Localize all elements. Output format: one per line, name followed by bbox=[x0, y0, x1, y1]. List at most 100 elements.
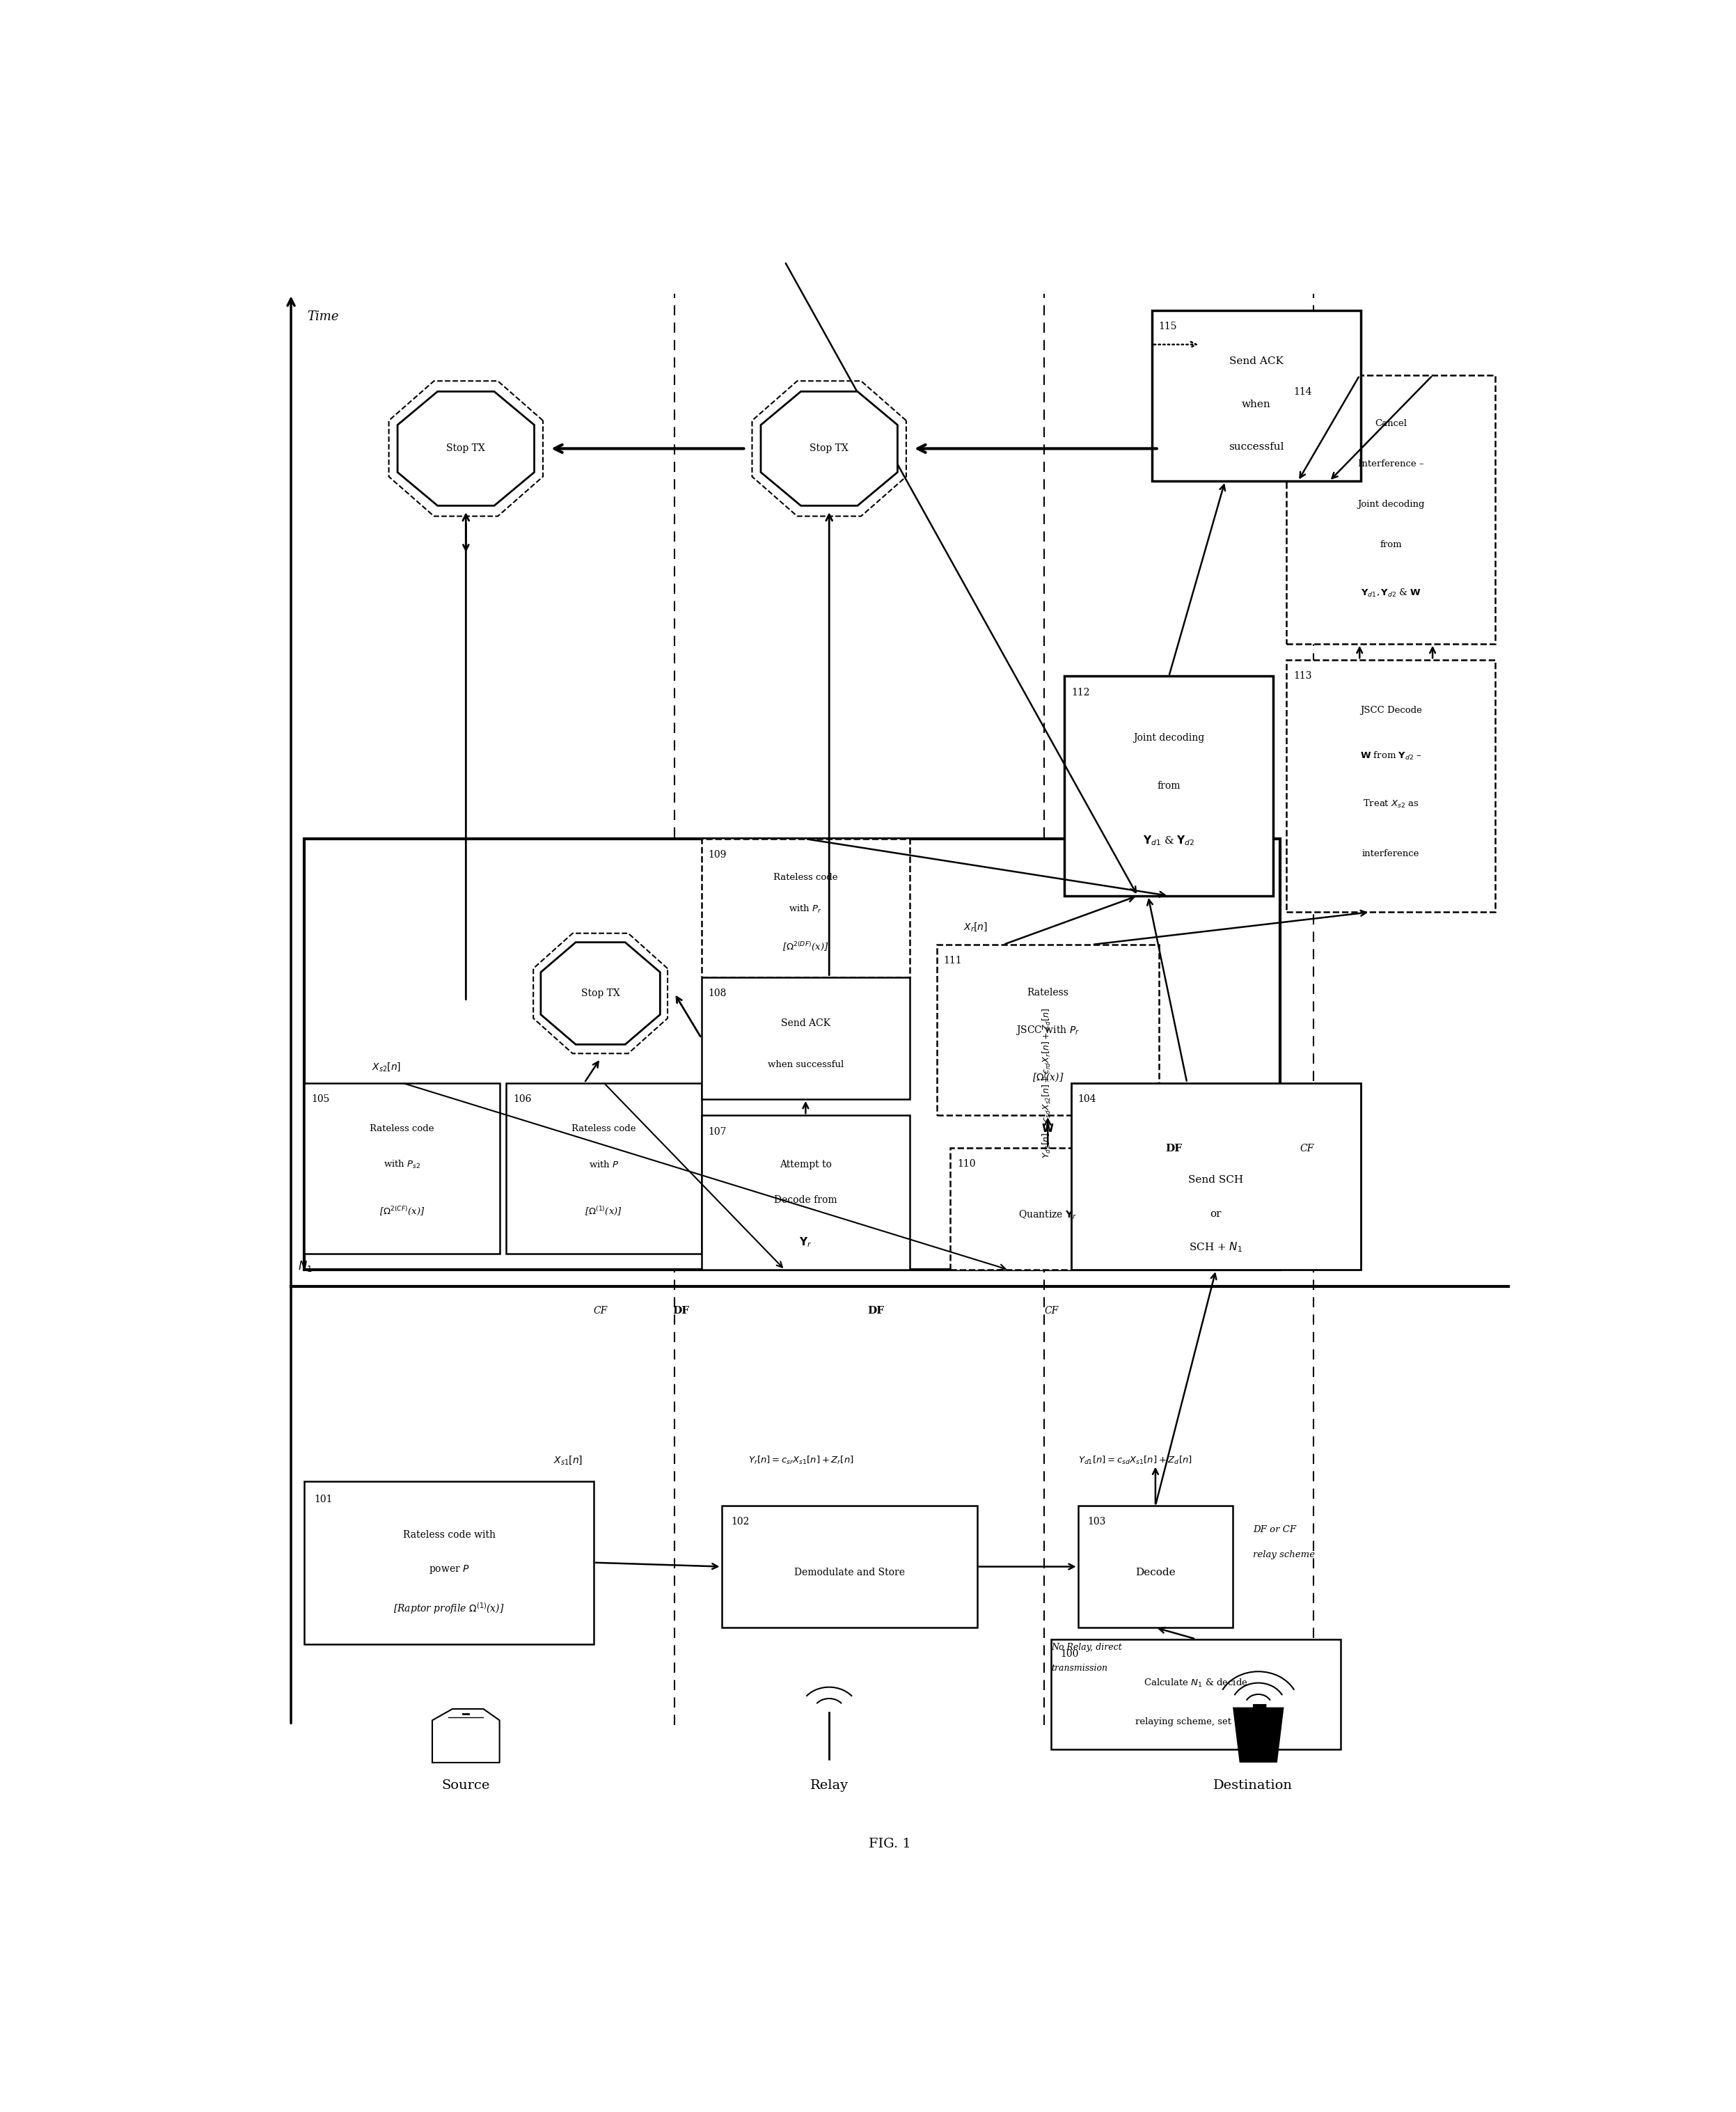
Text: Demodulate and Store: Demodulate and Store bbox=[793, 1567, 904, 1578]
Text: Time: Time bbox=[307, 310, 339, 323]
Text: $Y_{d2}[n]=c_{sd}X_{s2}[n]+c_{rd}X_r[n]+Z_d[n]$: $Y_{d2}[n]=c_{sd}X_{s2}[n]+c_{rd}X_r[n]+… bbox=[1042, 1007, 1052, 1157]
Text: Attempt to: Attempt to bbox=[779, 1159, 832, 1170]
FancyBboxPatch shape bbox=[507, 1083, 701, 1255]
Text: Destination: Destination bbox=[1213, 1778, 1293, 1791]
Text: from: from bbox=[1380, 541, 1403, 549]
Text: 115: 115 bbox=[1160, 321, 1177, 332]
FancyBboxPatch shape bbox=[1286, 661, 1495, 912]
Text: JSCC Decode: JSCC Decode bbox=[1359, 705, 1422, 716]
Text: $\mathbf{W}$: $\mathbf{W}$ bbox=[1042, 1124, 1054, 1134]
Text: Rateless code: Rateless code bbox=[370, 1124, 434, 1134]
Text: Rateless code: Rateless code bbox=[774, 872, 838, 883]
Text: 109: 109 bbox=[708, 851, 726, 860]
FancyBboxPatch shape bbox=[1064, 676, 1272, 895]
Text: 107: 107 bbox=[708, 1126, 727, 1136]
Text: interference: interference bbox=[1363, 849, 1420, 860]
Text: with $P$: with $P$ bbox=[589, 1159, 620, 1170]
FancyBboxPatch shape bbox=[701, 978, 910, 1098]
Text: 112: 112 bbox=[1071, 689, 1090, 697]
FancyBboxPatch shape bbox=[304, 838, 1279, 1269]
Text: Decode from: Decode from bbox=[774, 1195, 837, 1206]
Text: or: or bbox=[1210, 1208, 1222, 1219]
Polygon shape bbox=[398, 391, 535, 505]
Text: CF: CF bbox=[1043, 1305, 1059, 1316]
Text: [Raptor profile $\Omega^{(1)}$(x)]: [Raptor profile $\Omega^{(1)}$(x)] bbox=[394, 1601, 505, 1616]
Text: when: when bbox=[1241, 399, 1271, 410]
Text: 110: 110 bbox=[957, 1159, 976, 1170]
Text: Send SCH: Send SCH bbox=[1189, 1174, 1243, 1185]
Text: Stop TX: Stop TX bbox=[446, 444, 486, 454]
Text: Calculate $N_1$ & decide: Calculate $N_1$ & decide bbox=[1144, 1677, 1248, 1690]
Polygon shape bbox=[533, 934, 668, 1054]
Text: Quantize $\mathbf{Y}_r$: Quantize $\mathbf{Y}_r$ bbox=[1019, 1208, 1076, 1221]
Text: DF: DF bbox=[1165, 1143, 1182, 1153]
Text: Cancel: Cancel bbox=[1375, 418, 1406, 429]
Polygon shape bbox=[1233, 1704, 1285, 1764]
Text: $Y_r[n] = c_{sr}X_{s1}[n] + Z_r[n]$: $Y_r[n] = c_{sr}X_{s1}[n] + Z_r[n]$ bbox=[748, 1455, 854, 1466]
Text: with $P_r$: with $P_r$ bbox=[788, 904, 823, 914]
Text: $N_1$: $N_1$ bbox=[299, 1259, 312, 1274]
Text: Rateless code: Rateless code bbox=[571, 1124, 635, 1134]
Polygon shape bbox=[760, 391, 898, 505]
FancyBboxPatch shape bbox=[701, 838, 910, 978]
Text: transmission: transmission bbox=[1050, 1664, 1108, 1673]
Text: relaying scheme, set SCH: relaying scheme, set SCH bbox=[1135, 1717, 1257, 1726]
FancyBboxPatch shape bbox=[701, 1115, 910, 1269]
Text: Send ACK: Send ACK bbox=[1229, 357, 1283, 367]
FancyBboxPatch shape bbox=[1050, 1639, 1340, 1749]
Text: [$\Omega^{J}$(x)]: [$\Omega^{J}$(x)] bbox=[1031, 1071, 1064, 1086]
Text: JSCC with $P_r$: JSCC with $P_r$ bbox=[1016, 1024, 1080, 1037]
Text: Decode: Decode bbox=[1135, 1567, 1175, 1578]
Polygon shape bbox=[752, 380, 906, 515]
Text: Relay: Relay bbox=[811, 1778, 849, 1791]
Text: SCH + $N_1$: SCH + $N_1$ bbox=[1189, 1242, 1243, 1255]
Text: $\mathbf{Y}_r$: $\mathbf{Y}_r$ bbox=[799, 1236, 812, 1248]
Text: Treat $X_{s2}$ as: Treat $X_{s2}$ as bbox=[1363, 798, 1418, 809]
Text: 108: 108 bbox=[708, 988, 726, 999]
Text: 114: 114 bbox=[1293, 386, 1312, 397]
Text: power $P$: power $P$ bbox=[429, 1563, 469, 1576]
Text: 104: 104 bbox=[1078, 1094, 1097, 1105]
Text: No Relay, direct: No Relay, direct bbox=[1050, 1643, 1121, 1652]
Text: successful: successful bbox=[1229, 441, 1285, 452]
Text: DF: DF bbox=[868, 1305, 885, 1316]
Text: [$\Omega^{(1)}$(x)]: [$\Omega^{(1)}$(x)] bbox=[585, 1206, 623, 1217]
FancyBboxPatch shape bbox=[950, 1149, 1146, 1269]
FancyBboxPatch shape bbox=[1286, 376, 1495, 644]
Text: 100: 100 bbox=[1061, 1649, 1080, 1658]
Text: Rateless: Rateless bbox=[1028, 988, 1069, 997]
Text: Stop TX: Stop TX bbox=[809, 444, 849, 454]
Text: Rateless code with: Rateless code with bbox=[403, 1529, 495, 1540]
Text: Interference –: Interference – bbox=[1358, 460, 1424, 469]
Text: [$\Omega^{2(DF)}$(x)]: [$\Omega^{2(DF)}$(x)] bbox=[783, 940, 828, 953]
Text: 103: 103 bbox=[1087, 1516, 1106, 1527]
Text: 113: 113 bbox=[1293, 672, 1312, 682]
Text: with $P_{s2}$: with $P_{s2}$ bbox=[384, 1159, 420, 1170]
Text: Source: Source bbox=[441, 1778, 490, 1791]
Text: Stop TX: Stop TX bbox=[582, 988, 620, 999]
FancyBboxPatch shape bbox=[937, 944, 1160, 1115]
Text: $\mathbf{Y}_{d1}$ & $\mathbf{Y}_{d2}$: $\mathbf{Y}_{d1}$ & $\mathbf{Y}_{d2}$ bbox=[1142, 834, 1194, 847]
Text: Send ACK: Send ACK bbox=[781, 1018, 830, 1029]
Polygon shape bbox=[389, 380, 543, 515]
Polygon shape bbox=[542, 942, 660, 1045]
Text: 105: 105 bbox=[311, 1094, 330, 1105]
Text: 111: 111 bbox=[944, 957, 962, 965]
Text: $Y_{d1}[n] = c_{sd}X_{s1}[n] + Z_d[n]$: $Y_{d1}[n] = c_{sd}X_{s1}[n] + Z_d[n]$ bbox=[1078, 1455, 1193, 1466]
Text: $\mathbf{W}$ from $\mathbf{Y}_{d2}$ –: $\mathbf{W}$ from $\mathbf{Y}_{d2}$ – bbox=[1359, 750, 1422, 762]
Text: $X_r[n]$: $X_r[n]$ bbox=[963, 921, 988, 934]
FancyBboxPatch shape bbox=[1071, 1083, 1361, 1269]
Text: 102: 102 bbox=[731, 1516, 750, 1527]
Text: CF: CF bbox=[1300, 1143, 1314, 1153]
Text: $\mathbf{Y}_{d1}, \mathbf{Y}_{d2}$ & $\mathbf{W}$: $\mathbf{Y}_{d1}, \mathbf{Y}_{d2}$ & $\m… bbox=[1361, 587, 1422, 598]
Text: Joint decoding: Joint decoding bbox=[1134, 733, 1205, 743]
Text: relay scheme: relay scheme bbox=[1253, 1550, 1314, 1559]
FancyBboxPatch shape bbox=[304, 1481, 594, 1643]
Text: DF: DF bbox=[674, 1305, 689, 1316]
Text: 106: 106 bbox=[514, 1094, 531, 1105]
FancyBboxPatch shape bbox=[722, 1506, 977, 1628]
Text: $X_{s2}[n]$: $X_{s2}[n]$ bbox=[372, 1060, 401, 1073]
Text: [$\Omega^{2(CF)}$(x)]: [$\Omega^{2(CF)}$(x)] bbox=[378, 1206, 425, 1217]
Text: CF: CF bbox=[594, 1305, 608, 1316]
Text: 101: 101 bbox=[314, 1495, 332, 1504]
